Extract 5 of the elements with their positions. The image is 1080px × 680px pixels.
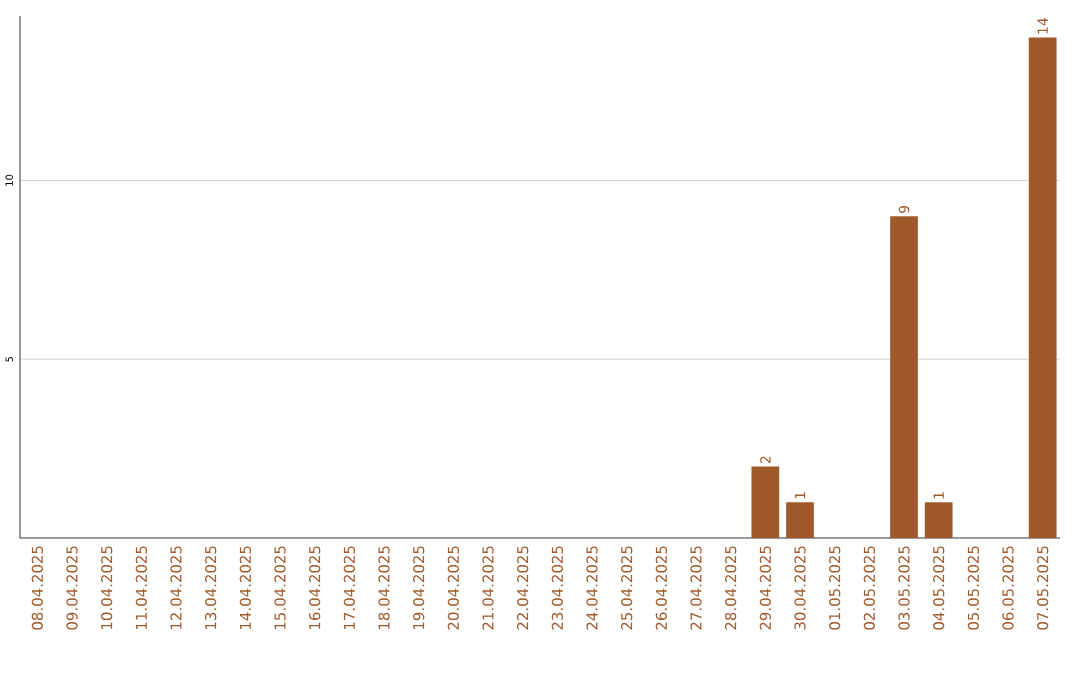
bar (924, 502, 953, 538)
bar (1028, 37, 1057, 538)
bar (751, 466, 780, 538)
bar (890, 216, 918, 538)
bar (786, 502, 814, 538)
